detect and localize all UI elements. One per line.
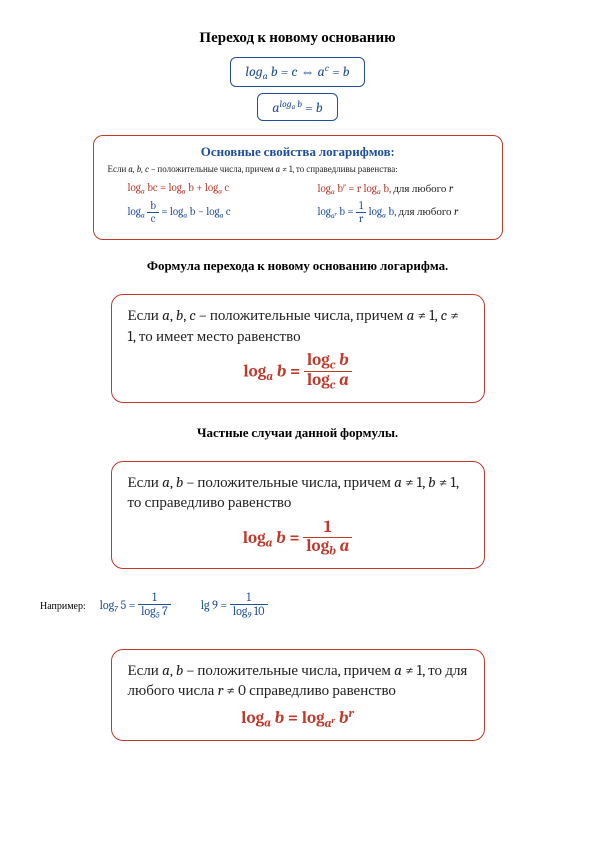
example-row: Например: log7 5 = 1log5 7 lg 9 = 1log9 … bbox=[40, 591, 555, 621]
page-title: Переход к новому основанию bbox=[40, 28, 555, 47]
reciprocal-formula: loga b = 1logb a bbox=[128, 519, 468, 558]
definition-formula-box-2: aloga b = b bbox=[257, 93, 337, 121]
prop-power: loga br = r loga b, для любого r bbox=[298, 181, 488, 196]
example-label: Например: bbox=[40, 600, 86, 612]
reciprocal-condition: Если a, b – положительные числа, причем … bbox=[128, 472, 468, 513]
prop-quotient: loga bc = loga b − loga c bbox=[108, 200, 298, 225]
formula-def1: loga b = c ⇔ ac = b bbox=[245, 63, 349, 80]
properties-row-2: loga bc = loga b − loga c logar b = 1r l… bbox=[108, 200, 488, 225]
prop-base-power: logar b = 1r loga b, для любого r bbox=[298, 200, 488, 225]
example-eq-1: log7 5 = 1log5 7 bbox=[100, 591, 171, 621]
change-base-formula: loga b = logc blogc a bbox=[128, 352, 468, 392]
prop-product: loga bc = loga b + loga c bbox=[108, 181, 298, 196]
example-eq-2: lg 9 = 1log9 10 bbox=[201, 591, 268, 621]
page: Переход к новому основанию loga b = c ⇔ … bbox=[0, 0, 595, 783]
reciprocal-box: Если a, b – положительные числа, причем … bbox=[111, 461, 485, 569]
subheading-special-cases: Частные случаи данной формулы. bbox=[40, 425, 555, 441]
definition-formula-box-1: loga b = c ⇔ ac = b bbox=[230, 57, 364, 87]
power-rule-condition: Если a, b – положительные числа, причем … bbox=[128, 660, 468, 701]
change-base-condition: Если a, b, c – положительные числа, прич… bbox=[128, 305, 468, 346]
properties-row-1: loga bc = loga b + loga c loga br = r lo… bbox=[108, 181, 488, 196]
properties-title: Основные свойства логарифмов: bbox=[108, 144, 488, 160]
power-rule-formula: loga b = logar br bbox=[128, 706, 468, 730]
formula-def2: aloga b = b bbox=[272, 99, 322, 116]
properties-condition: Если a, b, c – положительные числа, прич… bbox=[108, 164, 488, 175]
change-base-box: Если a, b, c – положительные числа, прич… bbox=[111, 294, 485, 403]
properties-box: Основные свойства логарифмов: Если a, b,… bbox=[93, 135, 503, 240]
power-rule-box: Если a, b – положительные числа, причем … bbox=[111, 649, 485, 741]
subheading-change-base: Формула перехода к новому основанию лога… bbox=[40, 258, 555, 274]
